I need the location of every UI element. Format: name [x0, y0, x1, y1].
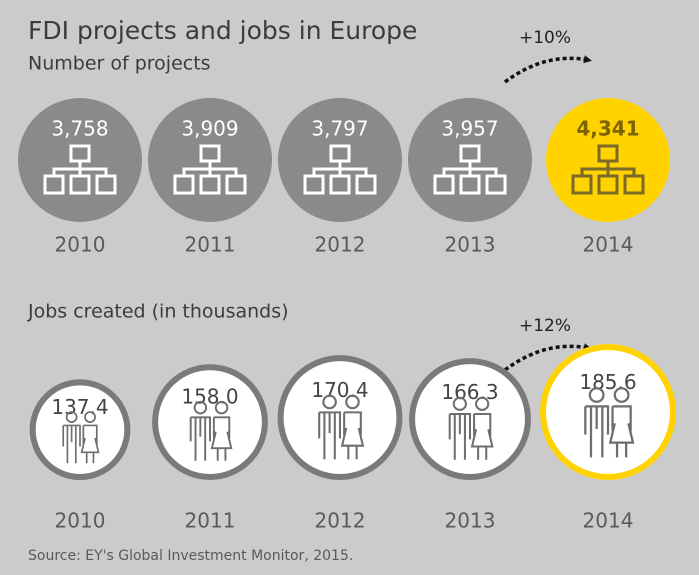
org-icon [433, 144, 507, 195]
value-label: 137.4 [51, 395, 108, 419]
year-label: 2014 [583, 233, 634, 257]
source: Source: EY's Global Investment Monitor, … [28, 548, 353, 564]
icon-part [588, 387, 605, 403]
annotation-arrow [503, 343, 592, 372]
org-icon [173, 144, 247, 195]
icon-part [214, 400, 229, 415]
icon-part [193, 400, 208, 415]
org-icon [571, 144, 645, 195]
icon-part [597, 174, 619, 195]
icon-part [345, 394, 360, 410]
icon-part [433, 174, 455, 195]
value-label: 166.3 [441, 380, 498, 404]
icon-part [355, 174, 377, 195]
annotation: +12% [519, 316, 571, 336]
people-icon [318, 394, 365, 460]
icon-part [459, 174, 481, 195]
value-label: 3,797 [311, 117, 368, 141]
value-label: 3,909 [181, 117, 238, 141]
icon-part [571, 174, 593, 195]
chart-title: FDI projects and jobs in Europe [28, 16, 417, 45]
icon-part [470, 412, 494, 460]
icon-part [189, 416, 211, 461]
subtitle: Number of projects [28, 53, 211, 75]
people-icon [448, 396, 494, 460]
annotation-arrow [503, 55, 592, 84]
icon-part [448, 412, 472, 460]
value-label: 3,957 [441, 117, 498, 141]
annotation: +10% [519, 28, 571, 48]
year-label: 2012 [315, 233, 366, 257]
icon-part [173, 174, 195, 195]
year-label: 2011 [185, 233, 236, 257]
icon-part [199, 174, 221, 195]
icon-part [69, 174, 91, 195]
org-icon [43, 144, 117, 195]
value-label: 158.0 [181, 384, 238, 408]
people-icon [584, 387, 635, 458]
year-label: 2012 [315, 509, 366, 533]
icon-part [43, 174, 65, 195]
icon-part [84, 411, 96, 423]
value-label: 4,341 [576, 117, 639, 141]
icon-part [623, 174, 645, 195]
year-label: 2013 [445, 509, 496, 533]
icon-part [608, 405, 635, 458]
icon-part [340, 411, 365, 460]
icon-part [80, 424, 100, 464]
org-icon [303, 144, 377, 195]
icon-part [613, 387, 630, 403]
subtitle: Jobs created (in thousands) [27, 301, 289, 323]
value-label: 3,758 [51, 117, 108, 141]
icon-part [318, 411, 342, 460]
icon-part [475, 396, 490, 411]
icon-part [210, 416, 233, 461]
icon-part [62, 424, 81, 464]
value-label: 185.6 [579, 370, 636, 394]
people-icon [189, 400, 233, 461]
icon-part [225, 174, 247, 195]
people-icon [62, 411, 100, 464]
year-label: 2013 [445, 233, 496, 257]
icon-part [322, 394, 337, 410]
year-label: 2010 [55, 233, 106, 257]
icon-part [95, 174, 117, 195]
icon-part [485, 174, 507, 195]
icon-part [303, 174, 325, 195]
icon-part [329, 174, 351, 195]
icon-part [452, 396, 467, 411]
icon-part [584, 405, 610, 458]
icon-part [65, 411, 78, 423]
year-label: 2011 [185, 509, 236, 533]
value-label: 170.4 [311, 378, 368, 402]
year-label: 2010 [55, 509, 106, 533]
year-label: 2014 [583, 509, 634, 533]
